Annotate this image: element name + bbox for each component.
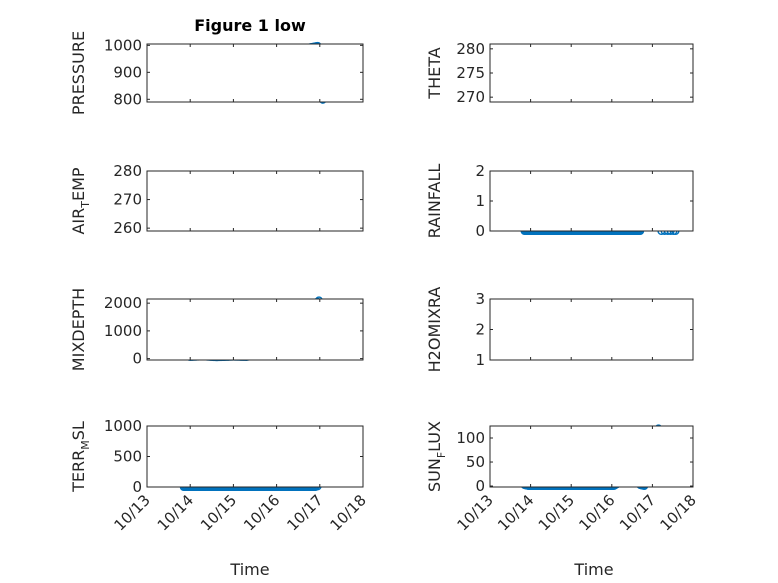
axes-box bbox=[489, 425, 694, 488]
y-axis-label: TERRMSL bbox=[69, 421, 92, 493]
y-tick-label: 0 bbox=[475, 222, 485, 240]
y-tick-label: 0 bbox=[475, 477, 485, 495]
y-tick-label: 1000 bbox=[104, 322, 142, 340]
figure-title: Figure 1 low bbox=[194, 16, 306, 35]
x-axis-label-right: Time bbox=[573, 560, 613, 579]
x-tick-label: 10/15 bbox=[535, 491, 578, 534]
subplot-h2omixra: 1 2 3 H2OMIXRA bbox=[425, 287, 694, 373]
y-tick-label: 1 bbox=[475, 351, 485, 369]
y-tick-label: 800 bbox=[113, 90, 142, 108]
y-tick-label: 270 bbox=[456, 88, 485, 106]
x-tick-label: 10/17 bbox=[616, 491, 659, 534]
y-axis-label: THETA bbox=[425, 47, 444, 99]
x-tick-label: 10/14 bbox=[154, 491, 197, 534]
axes-box bbox=[146, 298, 364, 361]
y-tick-label: 2 bbox=[475, 162, 485, 180]
x-tick-label: 10/15 bbox=[197, 491, 240, 534]
x-tick-label: 10/18 bbox=[327, 491, 370, 534]
y-tick-label: 3 bbox=[475, 290, 485, 308]
y-axis-label: H2OMIXRA bbox=[425, 287, 444, 373]
y-axis-label: SUNFLUX bbox=[425, 421, 448, 492]
subplot-air-temp: 260 270 280 AIRTEMP bbox=[69, 162, 364, 237]
x-tick-label: 10/13 bbox=[454, 491, 497, 534]
axes-box bbox=[146, 43, 364, 103]
y-tick-label: 50 bbox=[466, 453, 485, 471]
subplot-mixdepth: 0 1000 2000 MIXDEPTH bbox=[69, 288, 364, 371]
y-axis-label: RAINFALL bbox=[425, 164, 444, 239]
x-tick-label: 10/14 bbox=[494, 491, 537, 534]
subplot-pressure: 800 900 1000 PRESSURE bbox=[69, 31, 364, 115]
y-axis-label: AIRTEMP bbox=[69, 167, 92, 234]
axes-box bbox=[146, 425, 364, 488]
axes-box bbox=[489, 298, 694, 361]
subplot-terr-msl: 0 500 1000 10/13 10/14 10/15 10/16 10/17 10/18 TE… bbox=[69, 417, 370, 534]
y-tick-label: 100 bbox=[456, 429, 485, 447]
x-axis-label-left: Time bbox=[229, 560, 269, 579]
x-tick-label: 10/13 bbox=[111, 491, 154, 534]
y-tick-label: 1000 bbox=[104, 36, 142, 54]
axes-box bbox=[489, 43, 694, 103]
y-tick-label: 270 bbox=[113, 191, 142, 209]
y-tick-label: 2 bbox=[475, 321, 485, 339]
x-tick-label: 10/18 bbox=[657, 491, 700, 534]
x-tick-label: 10/16 bbox=[240, 491, 283, 534]
subplot-rainfall: 0 1 2 RAINFALL bbox=[425, 162, 694, 240]
subplot-theta: 270 275 280 THETA bbox=[425, 40, 694, 106]
x-tick-label: 10/17 bbox=[283, 491, 326, 534]
y-tick-label: 260 bbox=[113, 219, 142, 237]
y-tick-label: 0 bbox=[132, 350, 142, 368]
y-tick-label: 275 bbox=[456, 64, 485, 82]
y-tick-label: 2000 bbox=[104, 294, 142, 312]
y-tick-label: 280 bbox=[456, 40, 485, 58]
y-tick-label: 1000 bbox=[104, 417, 142, 435]
y-tick-label: 280 bbox=[113, 162, 142, 180]
y-axis-label: MIXDEPTH bbox=[69, 288, 88, 371]
axes-box bbox=[146, 170, 364, 232]
y-axis-label: PRESSURE bbox=[69, 31, 88, 115]
y-tick-label: 0 bbox=[132, 478, 142, 496]
axes-box bbox=[489, 170, 694, 232]
y-tick-label: 900 bbox=[113, 63, 142, 81]
y-tick-label: 500 bbox=[113, 448, 142, 466]
x-tick-label: 10/16 bbox=[575, 491, 618, 534]
y-tick-label: 1 bbox=[475, 192, 485, 210]
